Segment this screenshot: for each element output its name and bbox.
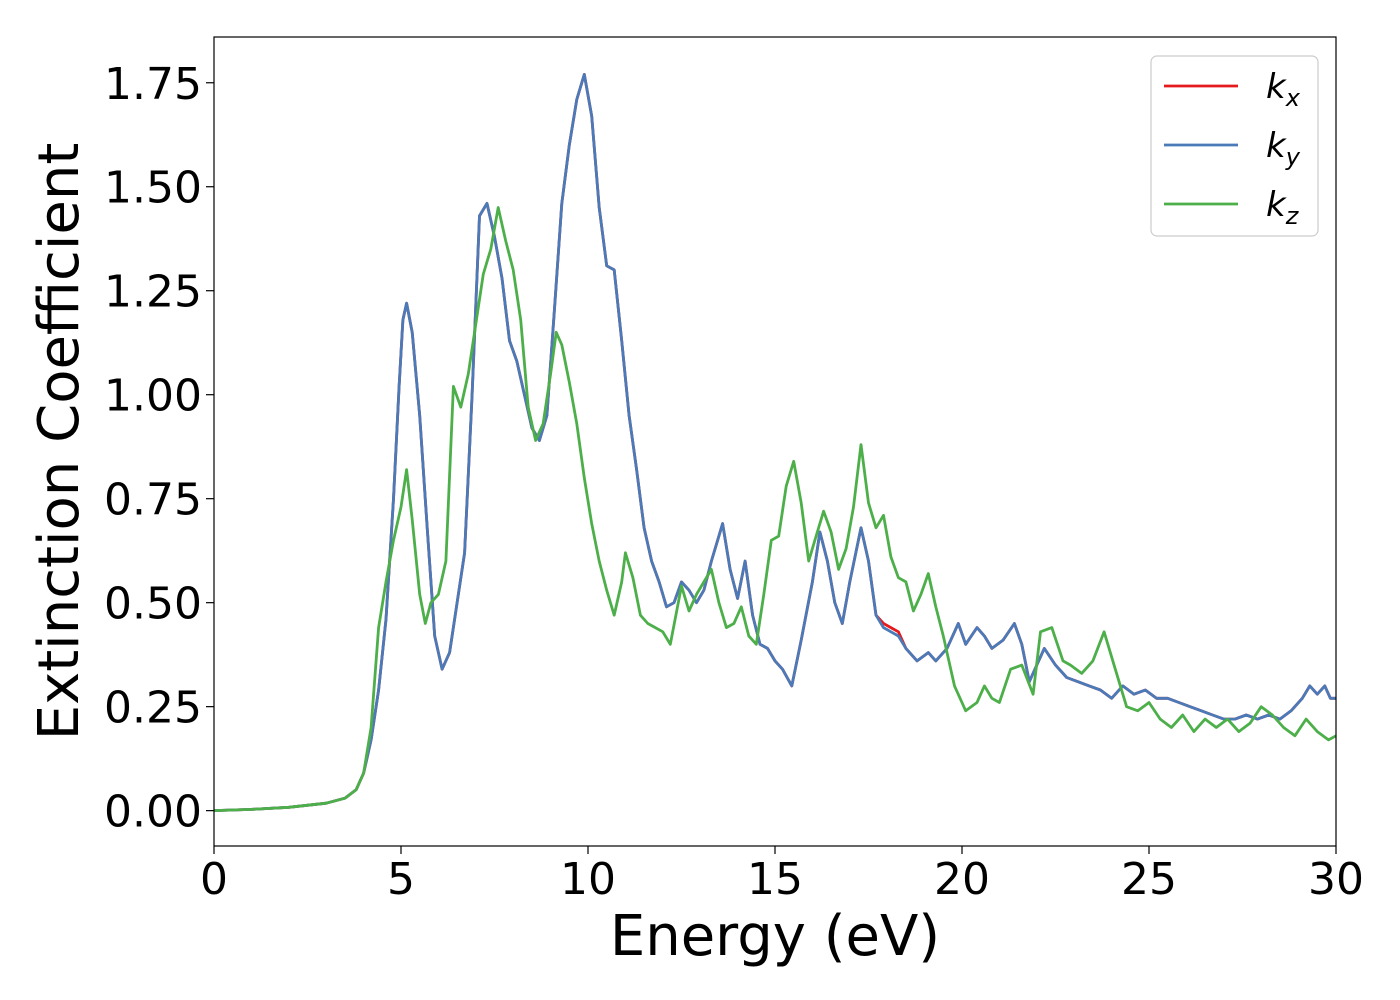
x-axis-label: Energy (eV) xyxy=(610,904,940,969)
y-tick-label: 0.75 xyxy=(104,475,202,526)
y-tick-label: 0.50 xyxy=(104,579,202,630)
y-tick-label: 1.50 xyxy=(104,163,202,214)
x-tick-label: 30 xyxy=(1308,854,1364,905)
legend-entry-k-x: kx xyxy=(1266,67,1301,112)
legend-entry-k-z: kz xyxy=(1266,185,1300,230)
y-tick-label: 1.25 xyxy=(104,267,202,318)
legend-label: k xyxy=(1266,126,1287,166)
legend-label: k xyxy=(1266,185,1287,225)
legend-label-subscript: x xyxy=(1285,84,1301,112)
y-tick-label: 1.75 xyxy=(104,59,202,110)
legend-entry-k-y: ky xyxy=(1266,126,1301,171)
y-tick-label: 1.00 xyxy=(104,371,202,422)
legend-label: k xyxy=(1266,67,1287,107)
y-axis-ticks: 0.00 0.25 0.50 0.75 1.00 1.25 1.50 1.75 xyxy=(104,59,214,838)
x-tick-label: 0 xyxy=(200,854,228,905)
y-axis-label: Extinction Coefficient xyxy=(27,143,92,741)
legend-label-subscript: z xyxy=(1285,202,1300,230)
x-tick-label: 5 xyxy=(387,854,415,905)
x-tick-label: 15 xyxy=(747,854,803,905)
x-tick-label: 20 xyxy=(934,854,990,905)
x-tick-label: 25 xyxy=(1121,854,1177,905)
y-tick-label: 0.00 xyxy=(104,787,202,838)
y-tick-label: 0.25 xyxy=(104,683,202,734)
plot-series-group xyxy=(214,73,1336,812)
x-tick-label: 10 xyxy=(560,854,616,905)
series-line-k-z xyxy=(214,206,1336,812)
legend-label-subscript: y xyxy=(1285,143,1301,171)
series-line-k-y xyxy=(214,73,1336,812)
x-axis-ticks: 0 5 10 15 20 25 30 xyxy=(200,846,1364,905)
